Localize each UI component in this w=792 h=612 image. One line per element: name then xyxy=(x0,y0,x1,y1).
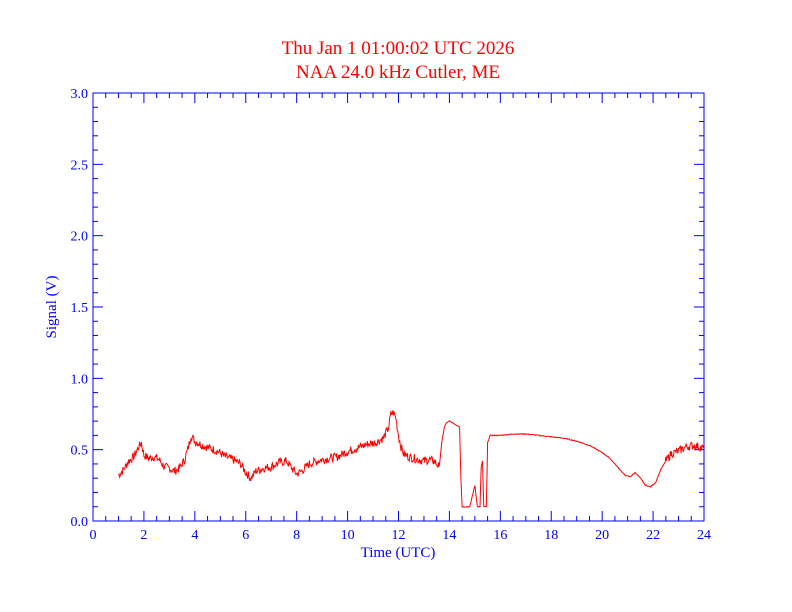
tick-labels: 0 2 4 6 8 10 12 14 16 18 20 22 240.00.51.01.52.02.53… xyxy=(71,87,712,543)
x-axis-label: Time (UTC) xyxy=(361,545,436,561)
x-tick-label: 2 xyxy=(140,528,147,543)
x-tick-label: 16 xyxy=(493,528,507,543)
axis-ticks xyxy=(92,92,705,522)
y-tick-label: 0.0 xyxy=(71,515,89,530)
y-tick-label: 2.5 xyxy=(71,158,89,173)
x-tick-label: 10 xyxy=(341,528,355,543)
x-tick-label: 18 xyxy=(544,528,558,543)
y-tick-label: 1.5 xyxy=(71,301,89,316)
x-tick-label: 8 xyxy=(293,528,300,543)
x-tick-label: 12 xyxy=(392,528,406,543)
y-tick-label: 2.0 xyxy=(71,230,89,245)
x-tick-label: 22 xyxy=(646,528,660,543)
y-tick-label: 3.0 xyxy=(71,87,89,102)
x-tick-label: 14 xyxy=(442,528,456,543)
plot-frame xyxy=(92,92,705,522)
x-tick-label: 0 xyxy=(90,528,97,543)
chart-subtitle: NAA 24.0 kHz Cutler, ME xyxy=(296,62,500,83)
x-tick-label: 6 xyxy=(242,528,249,543)
chart-title: Thu Jan 1 01:00:02 UTC 2026 xyxy=(282,38,515,59)
y-axis-label: Signal (V) xyxy=(44,276,60,339)
x-tick-label: 20 xyxy=(595,528,609,543)
x-tick-label: 24 xyxy=(697,528,711,543)
y-tick-label: 1.0 xyxy=(71,372,89,387)
x-tick-label: 4 xyxy=(191,528,198,543)
y-tick-label: 0.5 xyxy=(71,444,89,459)
signal-series-line xyxy=(118,410,705,508)
